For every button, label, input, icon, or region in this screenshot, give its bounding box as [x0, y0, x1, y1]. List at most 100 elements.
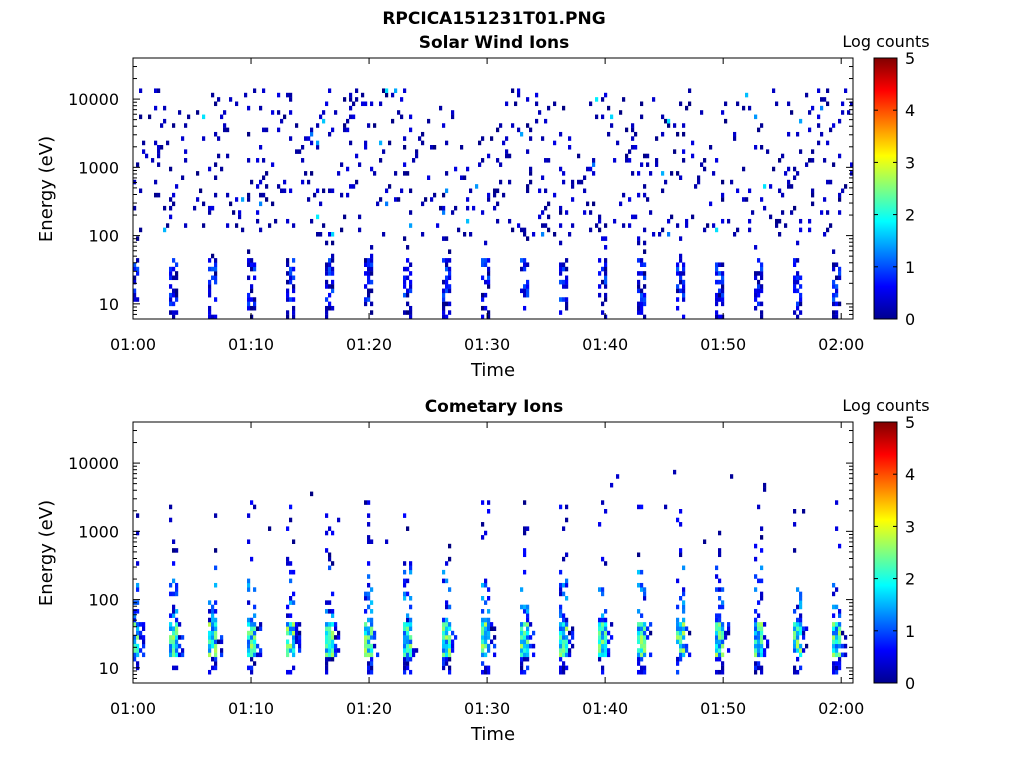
heatmap-cell — [637, 661, 641, 666]
heatmap-cell — [832, 123, 836, 128]
heatmap-cell — [310, 491, 314, 497]
heatmap-cell — [328, 258, 332, 263]
heatmap-cell — [289, 517, 293, 523]
heatmap-cell — [403, 569, 407, 575]
heatmap-cell — [214, 648, 218, 653]
heatmap-cell — [646, 197, 650, 202]
heatmap-cell — [286, 613, 290, 618]
heatmap-cell — [718, 578, 722, 584]
heatmap-cell — [565, 552, 569, 558]
heatmap-cell — [295, 123, 299, 128]
heatmap-cell — [796, 656, 800, 662]
heatmap-cell — [703, 539, 707, 544]
heatmap-cell — [322, 110, 326, 115]
heatmap-cell — [463, 232, 467, 237]
heatmap-cell — [481, 639, 485, 645]
heatmap-cell — [565, 275, 569, 281]
heatmap-cell — [322, 118, 326, 124]
heatmap-cell — [214, 652, 218, 658]
heatmap-cell — [613, 158, 617, 163]
heatmap-cell — [757, 284, 761, 289]
heatmap-cell — [427, 175, 431, 180]
heatmap-cell — [535, 101, 539, 107]
heatmap-cell — [676, 630, 680, 636]
heatmap-cell — [391, 118, 395, 124]
heatmap-cell — [487, 266, 491, 272]
heatmap-cell — [349, 140, 353, 146]
heatmap-cell — [247, 622, 251, 627]
heatmap-cell — [676, 288, 680, 294]
heatmap-cell — [289, 643, 293, 649]
heatmap-cell — [211, 314, 215, 320]
heatmap-cell — [760, 622, 764, 627]
heatmap-cell — [328, 552, 332, 558]
heatmap-cell — [445, 140, 449, 146]
heatmap-cell — [403, 266, 407, 272]
heatmap-cell — [256, 158, 260, 163]
heatmap-cell — [676, 656, 680, 662]
heatmap-cell — [499, 162, 503, 167]
heatmap-cell — [349, 105, 353, 111]
heatmap-cell — [781, 192, 785, 198]
heatmap-cell — [523, 292, 527, 298]
heatmap-cell — [514, 101, 518, 107]
heatmap-cell — [754, 609, 758, 614]
heatmap-cell — [133, 275, 137, 281]
heatmap-cell — [214, 175, 218, 180]
heatmap-cell — [496, 201, 500, 207]
y-tick-label: 100 — [88, 591, 119, 610]
heatmap-cell — [460, 145, 464, 150]
heatmap-cell — [838, 635, 842, 640]
heatmap-cell — [172, 652, 176, 658]
heatmap-cell — [328, 648, 332, 653]
heatmap-cell — [211, 617, 215, 623]
heatmap-cell — [214, 192, 218, 198]
heatmap-cell — [277, 184, 281, 189]
heatmap-cell — [721, 314, 725, 320]
heatmap-cell — [559, 643, 563, 649]
heatmap-cell — [451, 643, 455, 649]
heatmap-cell — [220, 639, 224, 645]
heatmap-cell — [565, 643, 569, 649]
heatmap-cell — [835, 500, 839, 505]
heatmap-cell — [778, 218, 782, 224]
heatmap-cell — [610, 123, 614, 128]
heatmap-cell — [403, 578, 407, 584]
heatmap-cell — [394, 171, 398, 176]
heatmap-cell — [802, 626, 806, 631]
heatmap-cell — [604, 617, 608, 623]
heatmap-cell — [568, 648, 572, 653]
heatmap-cell — [208, 635, 212, 640]
heatmap-cell — [796, 271, 800, 276]
heatmap-cell — [799, 626, 803, 631]
heatmap-cell — [562, 297, 566, 302]
heatmap-cell — [139, 630, 143, 636]
heatmap-cell — [610, 482, 614, 488]
heatmap-cell — [682, 288, 686, 294]
heatmap-cell — [637, 171, 641, 176]
heatmap-cell — [679, 656, 683, 662]
heatmap-cell — [208, 266, 212, 272]
heatmap-cell — [640, 288, 644, 294]
heatmap-cell — [358, 214, 362, 220]
heatmap-cell — [289, 275, 293, 281]
heatmap-cell — [367, 271, 371, 276]
heatmap-cell — [331, 591, 335, 597]
heatmap-cell — [274, 218, 278, 224]
heatmap-cell — [346, 127, 350, 133]
heatmap-cell — [367, 630, 371, 636]
heatmap-cell — [682, 149, 686, 154]
heatmap-cell — [448, 656, 452, 662]
heatmap-cell — [484, 578, 488, 584]
heatmap-cell — [214, 101, 218, 107]
heatmap-cell — [718, 626, 722, 631]
heatmap-cell — [568, 639, 572, 645]
heatmap-cell — [760, 578, 764, 584]
x-tick-label: 01:10 — [228, 699, 274, 718]
heatmap-cell — [799, 118, 803, 124]
heatmap-cell — [409, 604, 413, 610]
heatmap-cell — [367, 292, 371, 298]
heatmap-cell — [499, 123, 503, 128]
heatmap-cell — [643, 249, 647, 254]
heatmap-cell — [289, 136, 293, 141]
